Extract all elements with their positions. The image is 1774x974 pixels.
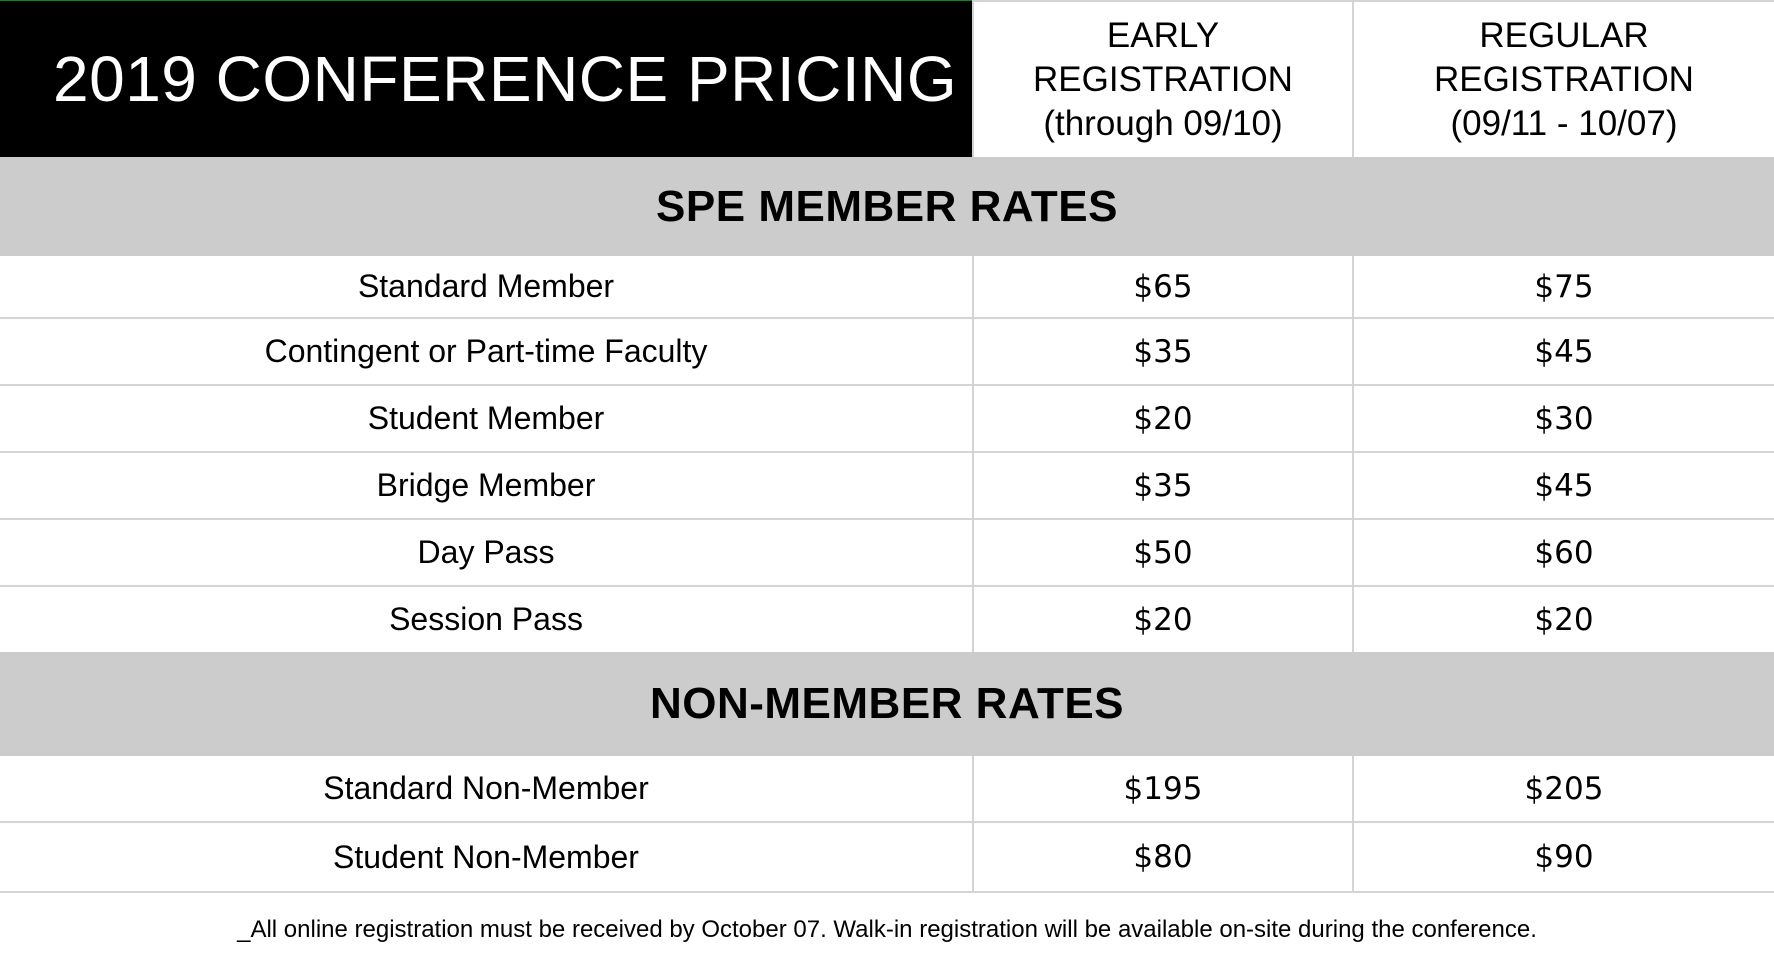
table-row: Student Non-Member $80 $90 <box>0 822 1774 893</box>
header-row: 2019 CONFERENCE PRICING EARLY REGISTRATI… <box>0 0 1774 157</box>
regular-price: $45 <box>1352 452 1774 520</box>
early-price: $35 <box>972 452 1353 520</box>
table-row: Standard Non-Member $195 $205 <box>0 756 1774 823</box>
table-row: Student Member $20 $30 <box>0 385 1774 453</box>
early-price: $195 <box>972 756 1353 823</box>
early-registration-header: EARLY REGISTRATION (through 09/10) <box>972 0 1353 157</box>
regular-price: $30 <box>1352 385 1774 453</box>
early-registration-label: EARLY REGISTRATION <box>1033 15 1293 99</box>
early-price: $80 <box>972 822 1353 893</box>
regular-price: $20 <box>1352 586 1774 652</box>
table-row: Session Pass $20 $20 <box>0 586 1774 652</box>
rate-name: Session Pass <box>389 601 583 637</box>
rate-name: Standard Member <box>0 256 973 319</box>
section-header-non-member-rates: NON-MEMBER RATES <box>0 652 1774 756</box>
regular-registration-dates: (09/11 - 10/07) <box>1450 103 1678 143</box>
rate-name: Standard Non-Member <box>0 756 973 823</box>
rate-name: Student Member <box>0 385 973 453</box>
rate-name: Contingent or Part-time Faculty <box>0 318 973 386</box>
footnote: _All online registration must be receive… <box>237 916 1537 943</box>
rate-name: Day Pass <box>0 519 973 587</box>
table-row: Bridge Member $35 $45 <box>0 452 1774 520</box>
section-title: NON-MEMBER RATES <box>0 652 1774 756</box>
pricing-table: 2019 CONFERENCE PRICING EARLY REGISTRATI… <box>0 0 1774 893</box>
regular-price: $205 <box>1352 756 1774 823</box>
regular-price: $75 <box>1352 256 1774 319</box>
early-price: $20 <box>972 586 1353 652</box>
table-row: Standard Member $65 $75 <box>0 256 1774 319</box>
regular-price: $90 <box>1352 822 1774 893</box>
early-price: $50 <box>972 519 1353 587</box>
early-price: $20 <box>972 385 1353 453</box>
rate-name: Bridge Member <box>0 452 973 520</box>
table-row: Day Pass $50 $60 <box>0 519 1774 587</box>
regular-registration-header: REGULAR REGISTRATION (09/11 - 10/07) <box>1352 0 1774 157</box>
regular-price: $45 <box>1352 318 1774 386</box>
early-price: $65 <box>972 256 1353 319</box>
regular-price: $60 <box>1352 519 1774 587</box>
table-row: Contingent or Part-time Faculty $35 $45 <box>0 318 1774 386</box>
page-title: 2019 CONFERENCE PRICING <box>0 1 973 157</box>
early-registration-dates: (through 09/10) <box>1043 103 1283 143</box>
early-price: $35 <box>972 318 1353 386</box>
rate-name: Student Non-Member <box>0 822 973 893</box>
section-header-member-rates: SPE MEMBER RATES <box>0 157 1774 256</box>
regular-registration-label: REGULAR REGISTRATION <box>1434 15 1694 99</box>
section-title: SPE MEMBER RATES <box>0 157 1774 256</box>
